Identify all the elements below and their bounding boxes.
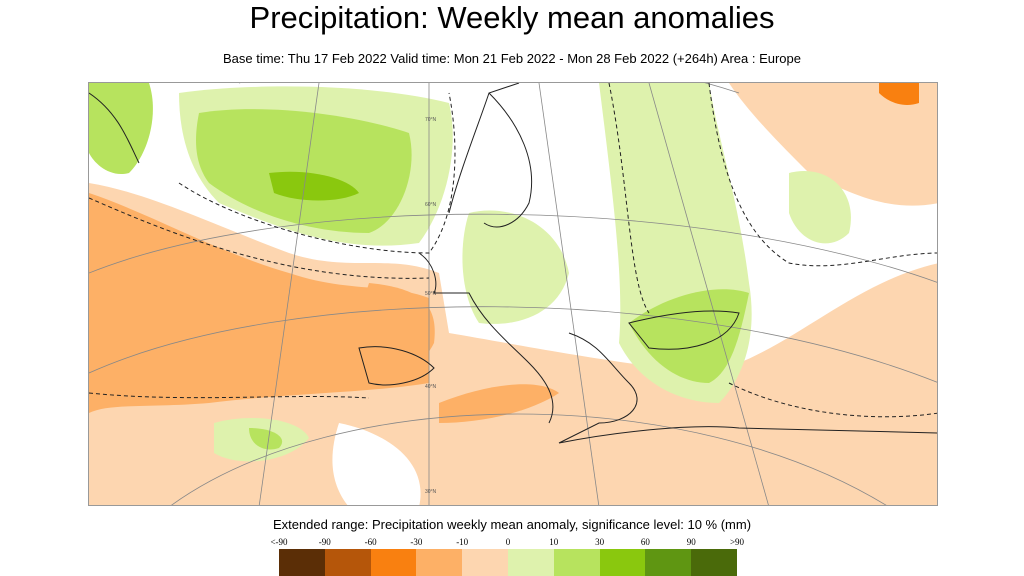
legend-tick-label: 30 — [595, 537, 605, 547]
legend-tick-label: 10 — [549, 537, 559, 547]
legend-swatch — [370, 549, 417, 576]
map-svg: 70°N 60°N 50°N 40°N 30°N — [89, 83, 937, 505]
legend-swatch — [416, 549, 463, 576]
neutral-region-south — [332, 423, 421, 505]
legend-tick-label: 60 — [640, 537, 650, 547]
dry-region-atlantic-strong — [89, 193, 429, 413]
dry-region-ne — [729, 83, 937, 206]
legend-tick-label: 0 — [505, 537, 511, 547]
legend-tick-label: -60 — [364, 537, 377, 547]
legend-tick-label: <-90 — [270, 537, 288, 547]
legend-ticks: <-90 -90 -60 -30 -10 0 10 30 60 90 >90 — [262, 537, 755, 549]
legend-tick-label: -10 — [456, 537, 469, 547]
wet-region-greenland — [89, 83, 153, 174]
lat-label: 70°N — [425, 117, 437, 123]
legend-tick-label: 90 — [686, 537, 696, 547]
legend-swatch — [462, 549, 508, 576]
wet-region-core — [269, 171, 359, 201]
legend-swatch — [324, 549, 371, 576]
legend-swatch — [691, 549, 737, 576]
graticule — [89, 83, 937, 505]
wet-region-azores-med — [249, 428, 283, 450]
lat-label: 50°N — [425, 291, 437, 297]
legend-swatch — [599, 549, 646, 576]
legend-swatch — [279, 549, 325, 576]
dry-region-iberia — [358, 283, 435, 377]
coastlines — [89, 83, 937, 444]
legend-tick-label: >90 — [729, 537, 745, 547]
legend-swatch — [645, 549, 692, 576]
wet-region-central-europe — [462, 210, 569, 324]
dry-region-ne-strong — [879, 83, 919, 105]
subtitle: Base time: Thu 17 Feb 2022 Valid time: M… — [222, 51, 801, 66]
lat-label: 60°N — [425, 202, 437, 208]
wet-region-black-sea — [629, 289, 749, 383]
lat-label: 30°N — [425, 489, 437, 495]
legend-swatch — [507, 549, 554, 576]
wet-region-east — [789, 171, 851, 244]
wet-region-norwegian-sea-med — [196, 109, 412, 233]
page-title: Precipitation: Weekly mean anomalies — [249, 0, 775, 35]
legend-title: Extended range: Precipitation weekly mea… — [272, 517, 752, 532]
legend-tick-label: -30 — [410, 537, 423, 547]
legend-colorbar — [279, 549, 737, 576]
significance-contours — [89, 83, 937, 418]
anomaly-map: 70°N 60°N 50°N 40°N 30°N — [88, 82, 938, 506]
lat-label: 40°N — [425, 384, 437, 390]
legend-swatch — [553, 549, 600, 576]
dry-region-atlantic — [89, 183, 937, 505]
dry-region-med — [439, 384, 559, 423]
legend-tick-label: -90 — [318, 537, 331, 547]
